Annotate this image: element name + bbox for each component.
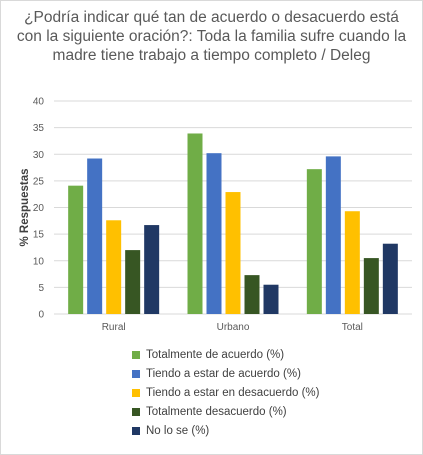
- bar: [87, 158, 103, 314]
- bar: [363, 258, 379, 314]
- legend-item: No lo se (%): [132, 421, 319, 440]
- legend-swatch: [132, 407, 140, 416]
- x-category-label: Urbano: [217, 322, 250, 333]
- y-axis-label: % Respuestas: [19, 169, 31, 247]
- bar: [306, 169, 322, 314]
- legend-label: Tiendo a estar de acuerdo (%): [146, 367, 301, 380]
- legend-label: Totalmente de acuerdo (%): [146, 348, 285, 361]
- legend-label: Tiendo a estar en desacuerdo (%): [146, 386, 320, 399]
- chart-title: ¿Podría indicar qué tan de acuerdo o des…: [16, 9, 407, 64]
- bar: [344, 211, 360, 314]
- y-tick-label: 25: [33, 176, 45, 187]
- legend-swatch: [132, 388, 140, 397]
- chart-legend: Totalmente de acuerdo (%) Tiendo a estar …: [132, 345, 319, 440]
- x-category-label: Rural: [102, 322, 126, 333]
- legend-item: Totalmente desacuerdo (%): [132, 402, 319, 421]
- legend-swatch: [132, 426, 140, 435]
- y-tick-label: 20: [33, 203, 45, 214]
- y-tick-label: 35: [33, 123, 45, 134]
- legend-item: Tiendo a estar de acuerdo (%): [132, 364, 319, 383]
- bar: [206, 153, 222, 314]
- x-category-label: Total: [342, 322, 363, 333]
- y-tick-label: 15: [33, 230, 45, 241]
- bar: [125, 250, 141, 314]
- bar: [144, 225, 160, 314]
- y-tick-label: 30: [33, 150, 45, 161]
- legend-swatch: [132, 369, 140, 378]
- y-tick-label: 5: [38, 283, 44, 294]
- bar: [68, 185, 84, 314]
- bar: [382, 243, 398, 314]
- y-tick-label: 10: [33, 256, 45, 267]
- legend-item: Totalmente de acuerdo (%): [132, 345, 319, 364]
- bar: [244, 275, 260, 314]
- legend-swatch: [132, 350, 140, 359]
- legend-label: Totalmente desacuerdo (%): [146, 405, 287, 418]
- legend-label: No lo se (%): [146, 424, 210, 437]
- bar: [225, 192, 241, 314]
- bar: [106, 220, 122, 314]
- y-tick-label: 40: [33, 97, 45, 108]
- bar: [187, 133, 203, 314]
- bar: [325, 156, 341, 314]
- legend-item: Tiendo a estar en desacuerdo (%): [132, 383, 319, 402]
- bar: [263, 284, 279, 314]
- y-tick-label: 0: [38, 310, 44, 321]
